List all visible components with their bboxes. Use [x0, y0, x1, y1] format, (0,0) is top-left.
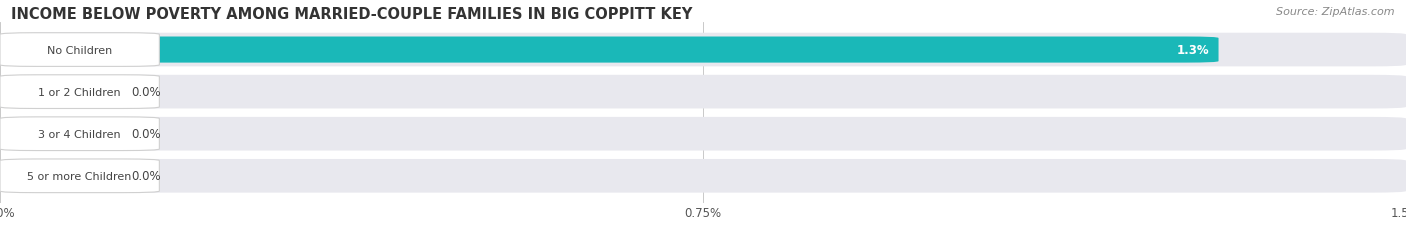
- Text: INCOME BELOW POVERTY AMONG MARRIED-COUPLE FAMILIES IN BIG COPPITT KEY: INCOME BELOW POVERTY AMONG MARRIED-COUPL…: [11, 7, 693, 22]
- FancyBboxPatch shape: [0, 37, 1219, 63]
- FancyBboxPatch shape: [0, 76, 159, 109]
- FancyBboxPatch shape: [0, 79, 112, 105]
- Text: 0.0%: 0.0%: [131, 170, 160, 182]
- Text: Source: ZipAtlas.com: Source: ZipAtlas.com: [1277, 7, 1395, 17]
- FancyBboxPatch shape: [0, 159, 159, 193]
- FancyBboxPatch shape: [0, 33, 159, 67]
- FancyBboxPatch shape: [0, 33, 1406, 67]
- Text: No Children: No Children: [46, 45, 112, 55]
- FancyBboxPatch shape: [0, 159, 1406, 193]
- FancyBboxPatch shape: [0, 76, 1406, 109]
- Text: 0.0%: 0.0%: [131, 128, 160, 141]
- Text: 0.0%: 0.0%: [131, 86, 160, 99]
- FancyBboxPatch shape: [0, 117, 159, 151]
- Text: 5 or more Children: 5 or more Children: [28, 171, 132, 181]
- Text: 3 or 4 Children: 3 or 4 Children: [38, 129, 121, 139]
- Text: 1 or 2 Children: 1 or 2 Children: [38, 87, 121, 97]
- Text: 1.3%: 1.3%: [1177, 44, 1209, 57]
- FancyBboxPatch shape: [0, 117, 1406, 151]
- FancyBboxPatch shape: [0, 121, 112, 147]
- FancyBboxPatch shape: [0, 163, 112, 189]
